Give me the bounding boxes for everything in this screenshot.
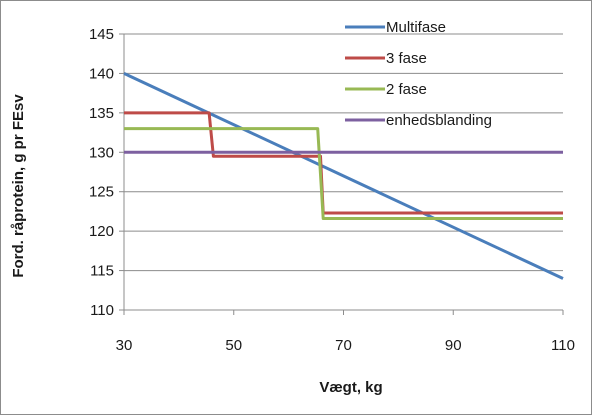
y-tick-label-135: 135: [89, 105, 114, 122]
y-tick-label-140: 140: [89, 65, 114, 82]
legend-label-1: Multifase: [386, 19, 446, 36]
y-tick-label-115: 115: [90, 263, 114, 280]
series-line-3: [124, 127, 563, 220]
legend-label-2: 3 fase: [386, 50, 427, 67]
y-tick-label-110: 110: [90, 302, 114, 319]
x-tick-label-30: 30: [116, 337, 133, 354]
axes: [119, 33, 564, 315]
series-line-1: [123, 72, 564, 280]
x-tick-label-70: 70: [335, 337, 352, 354]
tick-labels: 110 115 120 125 130 135 140 145 30 50 70 90 110: [89, 26, 575, 354]
legend-label-3: 2 fase: [386, 81, 427, 98]
legend: Multifase 3 fase 2 fase enhedsblanding: [345, 19, 492, 129]
x-tick-label-110: 110: [551, 337, 575, 354]
y-tick-label-145: 145: [89, 26, 114, 43]
legend-label-4: enhedsblanding: [386, 112, 492, 129]
y-tick-label-130: 130: [89, 144, 114, 161]
y-tick-label-125: 125: [89, 184, 114, 201]
y-tick-label-120: 120: [89, 223, 114, 240]
x-tick-label-50: 50: [225, 337, 242, 354]
x-axis-title: Vægt, kg: [319, 379, 382, 396]
x-tick-label-90: 90: [445, 337, 462, 354]
series-line-2: [124, 111, 563, 215]
y-axis-title: Ford. råprotein, g pr FEsv: [10, 94, 27, 278]
series-lines: [123, 72, 564, 280]
